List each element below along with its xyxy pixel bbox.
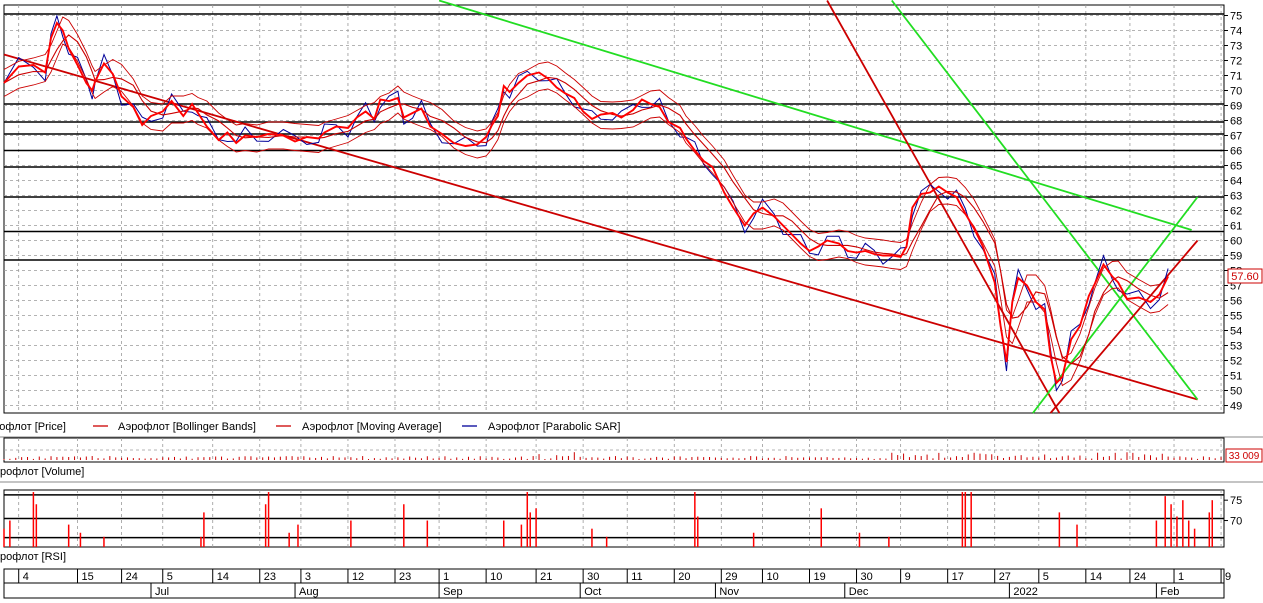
day-tick-label: 1 [443, 571, 449, 583]
price-tick-label: 64 [1230, 176, 1242, 188]
price-tick-label: 49 [1230, 401, 1242, 413]
day-tick-label: 12 [352, 571, 364, 583]
price-line [3, 21, 1169, 385]
price-series-lines [3, 14, 1169, 392]
day-tick-label: 14 [217, 571, 229, 583]
price-tick-label: 50 [1230, 386, 1242, 398]
rsi-tick-label: 75 [1230, 495, 1242, 507]
rsi-y-ticks: 70 75 [1224, 495, 1242, 528]
price-tick-label: 72 [1230, 56, 1242, 68]
price-tick-label: 61 [1230, 221, 1242, 233]
volume-value-label: 33 009 [1229, 451, 1260, 462]
price-trend-line [438, 0, 1192, 231]
day-tick-label: 23 [264, 571, 276, 583]
rsi-panel-label: рофлот [RSI] [0, 551, 66, 563]
price-y-ticks: 4950515253545556575859606162636465666768… [1224, 11, 1242, 413]
month-tick-label: Nov [719, 586, 739, 598]
price-trend-line [1049, 239, 1199, 414]
rsi-levels [4, 494, 1224, 539]
month-tick-label: Sep [443, 586, 463, 598]
price-tick-label: 68 [1230, 116, 1242, 128]
price-tick-label: 59 [1230, 251, 1242, 263]
day-tick-label: 23 [399, 571, 411, 583]
price-tick-label: 75 [1230, 11, 1242, 23]
price-tick-label: 74 [1230, 26, 1242, 38]
price-tick-label: 69 [1230, 101, 1242, 113]
month-tick-label: Jul [155, 586, 169, 598]
legend-price: Аэрофлот [Price] [0, 421, 66, 433]
day-tick-label: 10 [490, 571, 502, 583]
price-tick-label: 60 [1230, 236, 1242, 248]
rsi-spikes [3, 492, 1213, 547]
day-tick-label: 30 [587, 571, 599, 583]
day-tick-label: 29 [725, 571, 737, 583]
price-tick-label: 55 [1230, 311, 1242, 323]
price-tick-label: 70 [1230, 86, 1242, 98]
price-tick-label: 65 [1230, 161, 1242, 173]
day-tick-label: 24 [126, 571, 138, 583]
price-tick-label: 62 [1230, 206, 1242, 218]
legend-parabolic-sar: Аэрофлот [Parabolic SAR] [488, 421, 620, 433]
price-tick-label: 51 [1230, 371, 1242, 383]
month-tick-label: Feb [1160, 586, 1179, 598]
day-tick-label: 1 [1178, 571, 1184, 583]
price-tick-label: 71 [1230, 71, 1242, 83]
month-tick-label: 2022 [1013, 586, 1037, 598]
price-tick-label: 53 [1230, 341, 1242, 353]
last-price-label: 57.60 [1231, 271, 1259, 283]
day-tick-label: 10 [766, 571, 778, 583]
day-tick-label: 17 [952, 571, 964, 583]
price-gridlines [4, 5, 1224, 413]
month-tick-label: Aug [299, 586, 319, 598]
price-tick-label: 56 [1230, 296, 1242, 308]
volume-value-badge [1225, 448, 1263, 463]
day-tick-label: 3 [305, 571, 311, 583]
bollinger-lower-line [3, 43, 1169, 387]
legend-bollinger: Аэрофлот [Bollinger Bands] [118, 421, 256, 433]
legend-moving-average: Аэрофлот [Moving Average] [302, 421, 442, 433]
day-tick-label: 14 [1090, 571, 1102, 583]
day-tick-label: 5 [167, 571, 173, 583]
price-tick-label: 54 [1230, 326, 1242, 338]
date-axis-ticks: 4 15 24 5 14 23 3 12 23 1 10 21 30 11 20 29 10 19 30 9 17 27 5… [18, 569, 1231, 598]
day-tick-label: 30 [861, 571, 873, 583]
price-tick-label: 52 [1230, 356, 1242, 368]
month-tick-label: Oct [584, 586, 601, 598]
day-tick-label: 15 [81, 571, 93, 583]
price-support-levels [4, 13, 1224, 261]
day-tick-label: 11 [631, 571, 642, 583]
day-tick-label: 19 [813, 571, 825, 583]
month-tick-label: Dec [849, 586, 869, 598]
last-price-badge [1227, 268, 1263, 284]
day-tick-label: 27 [999, 571, 1011, 583]
day-tick-label: 4 [23, 571, 29, 583]
price-tick-label: 63 [1230, 191, 1242, 203]
price-trend-line [891, 0, 1199, 401]
day-tick-label: 24 [1134, 571, 1146, 583]
volume-bars [3, 452, 1222, 460]
price-legend: Аэрофлот [Price] Аэрофлот [Bollinger Ban… [0, 416, 1263, 436]
day-tick-label: 9 [905, 571, 911, 583]
price-panel-frame[interactable] [3, 4, 1225, 414]
day-tick-label: 21 [540, 571, 552, 583]
rsi-tick-label: 70 [1230, 516, 1242, 528]
price-tick-label: 73 [1230, 41, 1242, 53]
price-tick-label: 67 [1230, 131, 1242, 143]
price-tick-label: 66 [1230, 146, 1242, 158]
price-trend-line [826, 0, 1061, 414]
day-tick-label: 5 [1043, 571, 1049, 583]
day-tick-label: 20 [678, 571, 690, 583]
day-tick-label: 9 [1225, 571, 1231, 583]
volume-panel-label: рофлот [Volume] [0, 466, 84, 478]
